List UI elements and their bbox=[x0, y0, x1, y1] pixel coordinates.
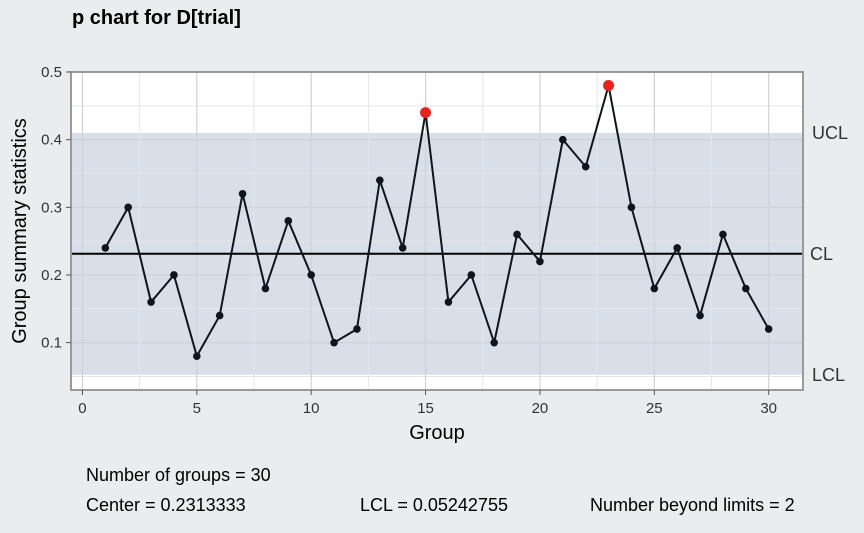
y-tick-label: 0.1 bbox=[41, 335, 62, 352]
data-point bbox=[376, 176, 384, 185]
plot-border bbox=[70, 71, 804, 391]
data-point bbox=[719, 230, 727, 239]
data-point bbox=[101, 244, 110, 252]
data-point bbox=[490, 338, 498, 347]
data-point bbox=[307, 271, 315, 279]
data-point bbox=[673, 244, 681, 252]
data-point bbox=[696, 311, 704, 320]
x-tick-label: 30 bbox=[760, 400, 777, 417]
ucl-label: UCL bbox=[812, 123, 848, 143]
data-point bbox=[398, 244, 407, 252]
data-point-beyond-limits bbox=[603, 80, 615, 92]
x-tick-label: 20 bbox=[532, 400, 549, 417]
data-point bbox=[764, 325, 773, 333]
stat-center: Center = 0.2313333 bbox=[86, 495, 246, 515]
stat-number-beyond-limits: Number beyond limits = 2 bbox=[590, 495, 795, 515]
data-point bbox=[193, 352, 201, 360]
data-point bbox=[536, 257, 544, 266]
data-point bbox=[467, 271, 476, 279]
y-axis-ticks: 0.1 0.2 0.3 0.4 0.5 bbox=[41, 64, 71, 352]
x-tick-label: 15 bbox=[417, 400, 434, 417]
data-point bbox=[170, 271, 178, 279]
x-tick-label: 0 bbox=[78, 400, 86, 417]
data-point bbox=[238, 189, 247, 198]
data-point-beyond-limits bbox=[420, 107, 432, 119]
y-axis-label: Group summary statistics bbox=[9, 118, 31, 344]
series-line bbox=[104, 85, 770, 359]
data-point bbox=[284, 217, 293, 225]
stat-lcl: LCL = 0.05242755 bbox=[360, 495, 508, 515]
data-point bbox=[559, 135, 567, 144]
lcl-label: LCL bbox=[812, 365, 845, 385]
data-points bbox=[101, 80, 773, 360]
data-point bbox=[742, 284, 750, 293]
y-tick-label: 0.4 bbox=[41, 132, 62, 149]
stat-number-of-groups: Number of groups = 30 bbox=[86, 465, 271, 485]
x-axis-ticks: 0 5 10 15 20 25 30 bbox=[78, 390, 777, 417]
chart-title: p chart for D[trial] bbox=[72, 7, 241, 29]
y-tick-label: 0.3 bbox=[41, 199, 62, 216]
y-tick-label: 0.5 bbox=[41, 64, 62, 81]
data-point bbox=[261, 284, 270, 293]
data-point bbox=[627, 203, 636, 212]
data-point bbox=[215, 311, 224, 320]
data-point bbox=[581, 162, 590, 171]
x-tick-label: 25 bbox=[646, 400, 663, 417]
x-axis-label: Group bbox=[409, 422, 465, 444]
data-point bbox=[330, 338, 338, 347]
y-tick-label: 0.2 bbox=[41, 267, 62, 284]
data-point bbox=[147, 298, 155, 306]
data-point bbox=[353, 325, 361, 333]
x-tick-label: 10 bbox=[303, 400, 320, 417]
data-point bbox=[124, 203, 132, 212]
x-tick-label: 5 bbox=[193, 400, 201, 417]
cl-label: CL bbox=[810, 244, 833, 264]
data-point bbox=[513, 230, 521, 239]
data-point bbox=[650, 284, 659, 293]
data-point bbox=[444, 298, 453, 306]
